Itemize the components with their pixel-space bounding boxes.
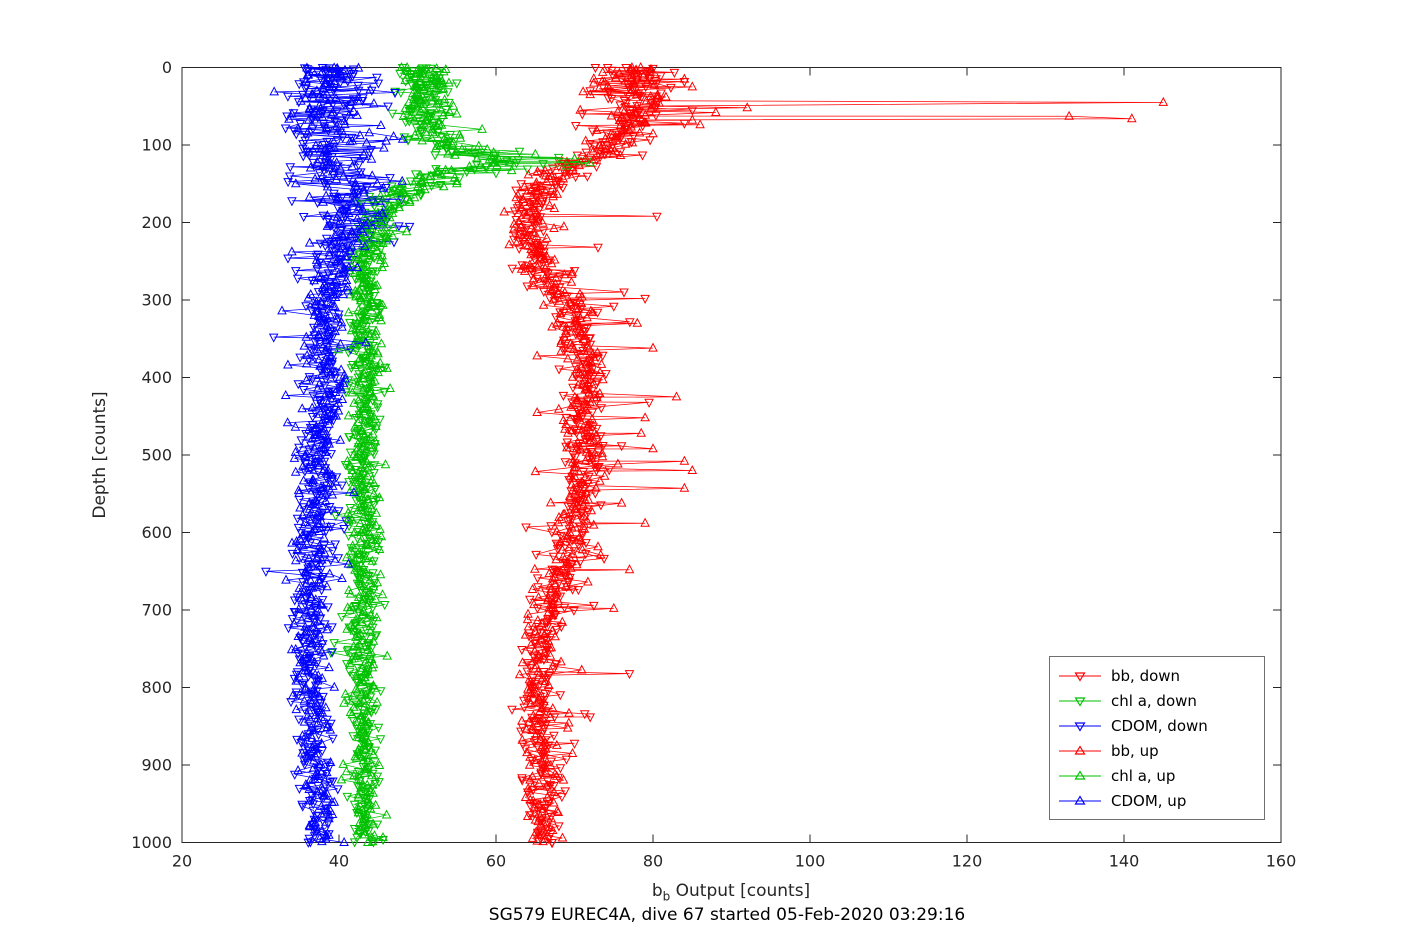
series-cdom-up — [269, 62, 408, 846]
axes: 20 40 60 80 100 120 140 160 0 100 200 300 400 500 600 7… — [131, 58, 1296, 871]
legend-label-bb-down: bb, down — [1111, 666, 1181, 685]
x-tick-label: 140 — [1109, 852, 1140, 871]
y-tick-label: 900 — [141, 756, 172, 775]
x-axis-label-base: b — [651, 881, 663, 901]
y-tick-label: 700 — [141, 601, 172, 620]
series-markers — [269, 62, 408, 846]
legend-marker-bb-up-icon — [1058, 744, 1102, 758]
x-tick-label: 160 — [1266, 852, 1297, 871]
legend-marker-cdom-down-icon — [1058, 719, 1102, 733]
legend: bb, down chl a, down CDOM, down bb, up c… — [1049, 656, 1265, 820]
x-tick-label: 120 — [952, 852, 983, 871]
series-markers — [333, 61, 596, 846]
legend-item-cdom-up: CDOM, up — [1058, 788, 1264, 813]
x-tick-label: 60 — [486, 852, 506, 871]
x-tick-label: 80 — [643, 852, 663, 871]
y-tick-label: 300 — [141, 291, 172, 310]
series-bb-up — [499, 61, 1169, 846]
y-tick-label: 500 — [141, 446, 172, 465]
legend-label-cdom-up: CDOM, up — [1111, 791, 1187, 810]
x-axis-label-subscript: b — [662, 889, 671, 904]
x-axis-label-rest: Output [counts] — [670, 881, 811, 901]
legend-item-cdom-down: CDOM, down — [1058, 713, 1264, 738]
legend-marker-bb-down-icon — [1058, 669, 1102, 683]
x-tick-label: 40 — [329, 852, 349, 871]
legend-marker-cdom-up-icon — [1058, 794, 1102, 808]
y-tick-label: 200 — [141, 213, 172, 232]
plot-title: SG579 EUREC4A, dive 67 started 05-Feb-20… — [488, 905, 966, 925]
legend-label-bb-up: bb, up — [1111, 741, 1159, 760]
y-tick-label: 0 — [162, 58, 172, 77]
legend-marker-chla-up-icon — [1058, 769, 1102, 783]
y-tick-label: 400 — [141, 368, 172, 387]
legend-marker-chla-down-icon — [1058, 694, 1102, 708]
series-chl-a-up — [333, 61, 596, 846]
legend-label-chla-up: chl a, up — [1111, 766, 1176, 785]
x-tick-label: 20 — [172, 852, 192, 871]
y-tick-label: 100 — [141, 136, 172, 155]
x-tick-label: 100 — [795, 852, 826, 871]
legend-item-chla-down: chl a, down — [1058, 688, 1264, 713]
legend-label-chla-down: chl a, down — [1111, 691, 1197, 710]
legend-label-cdom-down: CDOM, down — [1111, 716, 1208, 735]
series-markers — [499, 61, 1169, 846]
y-tick-label: 600 — [141, 523, 172, 542]
y-tick-label: 800 — [141, 678, 172, 697]
x-axis-label: bb Output [counts] — [652, 881, 810, 903]
legend-item-bb-up: bb, up — [1058, 738, 1264, 763]
y-tick-label: 1000 — [131, 833, 172, 852]
legend-item-chla-up: chl a, up — [1058, 763, 1264, 788]
y-axis-label: Depth [counts] — [90, 391, 110, 519]
legend-item-bb-down: bb, down — [1058, 663, 1264, 688]
